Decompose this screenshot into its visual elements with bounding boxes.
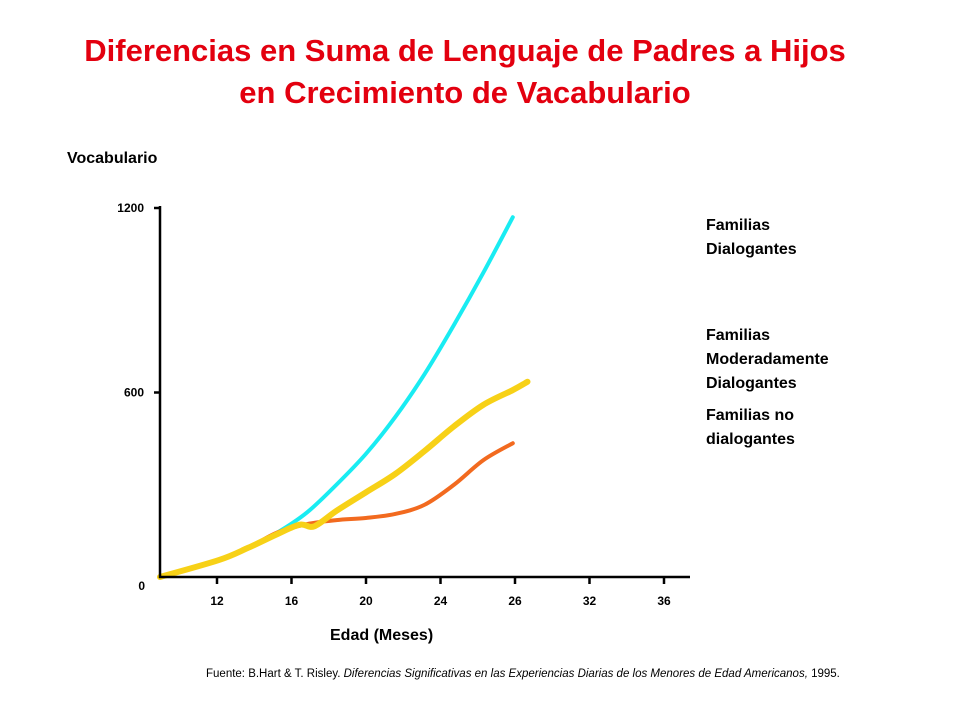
legend-line: Familias (706, 217, 771, 234)
x-tick-label: 36 (657, 594, 671, 608)
source-title: Diferencias Significativas en las Experi… (343, 668, 808, 680)
title-line-1: Diferencias en Suma de Lenguaje de Padre… (84, 33, 846, 68)
series-line-dialogantes (158, 215, 515, 579)
axis-layer: 0 600 1200 12 16 20 24 26 32 36 (117, 201, 690, 608)
legend-line: dialogantes (706, 431, 795, 448)
series-layer (157, 215, 531, 580)
y-tick-label: 1200 (117, 201, 144, 215)
chart-title: Diferencias en Suma de Lenguaje de Padre… (0, 30, 930, 114)
x-tick-label: 32 (583, 594, 597, 608)
x-tick-label: 20 (359, 594, 373, 608)
legend-line: Familias (706, 327, 771, 344)
legend-line: Dialogantes (706, 241, 797, 258)
y-axis-label: Vocabulario (67, 150, 158, 167)
legend-label-dialogantes: Familias Dialogantes (706, 214, 797, 262)
legend-line: Dialogantes (706, 375, 797, 392)
legend-label-no-dialogantes: Familias no dialogantes (706, 404, 795, 452)
legend-label-moderadamente: Familias Moderadamente Dialogantes (706, 324, 829, 396)
x-tick-label: 24 (434, 594, 448, 608)
x-tick-label: 16 (285, 594, 299, 608)
title-line-2: en Crecimiento de Vacabulario (239, 75, 691, 110)
y-tick-label: 0 (138, 579, 145, 593)
source-prefix: Fuente: B.Hart & T. Risley. (206, 668, 344, 680)
legend-line: Familias no (706, 407, 795, 424)
x-axis-label: Edad (Meses) (330, 627, 434, 644)
y-tick-label: 600 (124, 386, 144, 400)
source-citation: Fuente: B.Hart & T. Risley. Diferencias … (206, 668, 840, 680)
legend-line: Moderadamente (706, 351, 829, 368)
series-line-moderadamente (157, 378, 531, 580)
x-tick-label: 26 (508, 594, 522, 608)
source-suffix: 1995. (807, 668, 840, 680)
x-tick-label: 12 (210, 594, 224, 608)
